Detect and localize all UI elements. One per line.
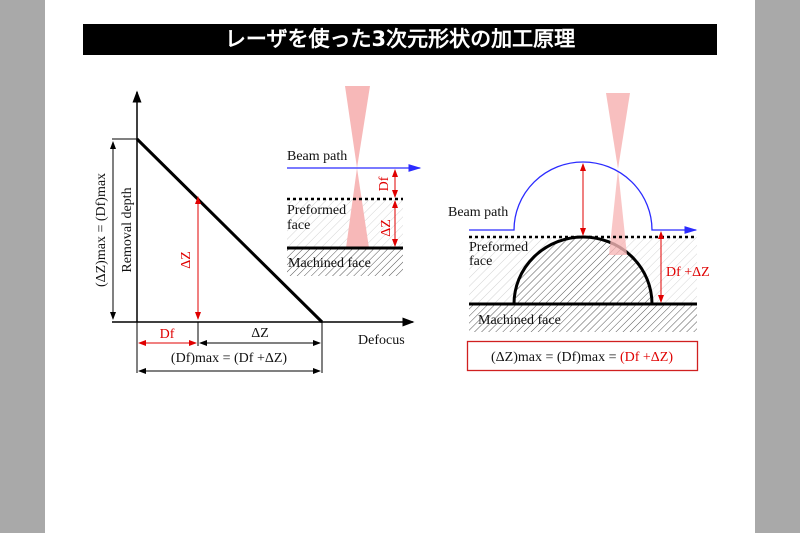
beam-cone-upper <box>606 93 630 169</box>
removal-depth-graph: (ΔZ)max = (Df)max Removal depth ΔZ Df ΔZ… <box>94 90 415 374</box>
slide-title: レーザを使った3次元形状の加工原理 <box>83 24 717 55</box>
df-label: Df <box>160 327 175 342</box>
beam-path-label: Beam path <box>287 149 347 164</box>
formula-box <box>466 340 699 372</box>
y-max-label: (ΔZ)max = (Df)max <box>94 173 109 287</box>
preformed-label: Preformed <box>469 240 528 255</box>
dfmax-label: (Df)max = (Df +ΔZ) <box>171 351 287 366</box>
beam-path-curve <box>469 161 698 234</box>
inset-dz-label: ΔZ <box>379 219 394 237</box>
beam-cone-lower <box>346 168 369 248</box>
dz-label: ΔZ <box>179 251 194 269</box>
machined-label: Machined face <box>288 256 371 271</box>
machined-label: Machined face <box>478 313 561 328</box>
preformed-label-2: face <box>469 254 492 269</box>
formula: (ΔZ)max = (Df)max = (Df +ΔZ) <box>491 350 673 365</box>
beam-cone-upper <box>345 86 370 168</box>
beam-cone-lower <box>609 169 627 255</box>
depth-line <box>135 137 324 324</box>
y-axis-label: Removal depth <box>120 187 135 272</box>
preformed-label: Preformed <box>287 203 346 218</box>
dome-machining-diagram: Df +ΔZ Beam path Preformed face Machined… <box>448 93 710 372</box>
dz-bottom-label: ΔZ <box>251 326 269 341</box>
flat-surface-inset: Beam path Df ΔZ Preformed face Machined … <box>287 86 422 276</box>
height-label: Df +ΔZ <box>666 265 710 280</box>
preformed-label-2: face <box>287 218 310 233</box>
beam-path-label: Beam path <box>448 205 508 220</box>
inset-df-label: Df <box>377 176 392 191</box>
x-axis-label: Defocus <box>358 333 405 348</box>
